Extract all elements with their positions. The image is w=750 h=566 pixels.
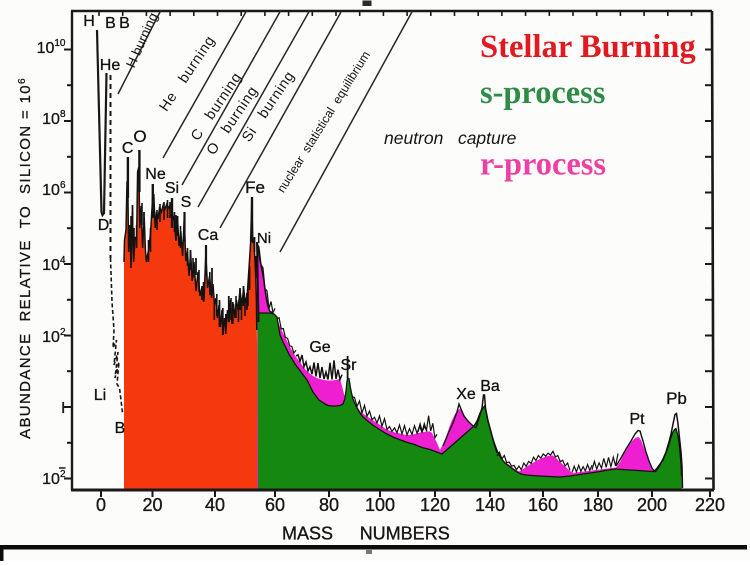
svg-text:MASS: MASS (282, 524, 333, 544)
svg-text:H: H (83, 13, 95, 30)
svg-text:B: B (115, 420, 126, 437)
svg-text:60: 60 (265, 495, 285, 515)
svg-text:ABUNDANCE RELATIVE TO SILIC: ABUNDANCE RELATIVE TO SILICON = 106 (17, 77, 34, 439)
svg-text:s-process: s-process (480, 75, 605, 111)
svg-text:O: O (133, 127, 146, 146)
svg-text:Ba: Ba (480, 378, 500, 395)
svg-text:Xe: Xe (456, 386, 476, 403)
svg-text:He: He (100, 57, 121, 74)
svg-text:S: S (181, 194, 192, 211)
svg-text:Li: Li (94, 387, 106, 404)
svg-text:C: C (122, 140, 134, 157)
svg-text:100: 100 (365, 495, 395, 515)
svg-text:180: 180 (583, 495, 613, 515)
svg-text:Ca: Ca (198, 227, 219, 244)
svg-text:Si: Si (165, 180, 179, 197)
svg-text:Fe: Fe (245, 178, 265, 197)
svg-text:Sr: Sr (341, 357, 358, 374)
svg-text:220: 220 (695, 495, 725, 515)
svg-text:Stellar Burning: Stellar Burning (480, 29, 696, 65)
svg-text:NUMBERS: NUMBERS (360, 524, 450, 544)
svg-text:20: 20 (142, 495, 162, 515)
svg-text:Ge: Ge (309, 339, 330, 356)
svg-text:80: 80 (319, 495, 339, 515)
svg-text:D: D (98, 217, 110, 234)
svg-text:neutron capture: neutron capture (384, 128, 517, 148)
svg-text:Ne: Ne (145, 166, 166, 183)
svg-text:B: B (119, 15, 130, 32)
svg-text:200: 200 (637, 495, 667, 515)
svg-text:0: 0 (96, 495, 106, 515)
svg-text:Pb: Pb (666, 389, 687, 408)
svg-text:120: 120 (420, 495, 450, 515)
svg-text:160: 160 (528, 495, 558, 515)
svg-text:B: B (105, 15, 116, 32)
svg-text:40: 40 (205, 495, 225, 515)
svg-text:Pt: Pt (629, 411, 645, 428)
svg-text:I: I (61, 400, 65, 417)
svg-text:r-process: r-process (480, 147, 606, 183)
svg-text:140: 140 (475, 495, 505, 515)
svg-text:Ni: Ni (257, 230, 271, 247)
